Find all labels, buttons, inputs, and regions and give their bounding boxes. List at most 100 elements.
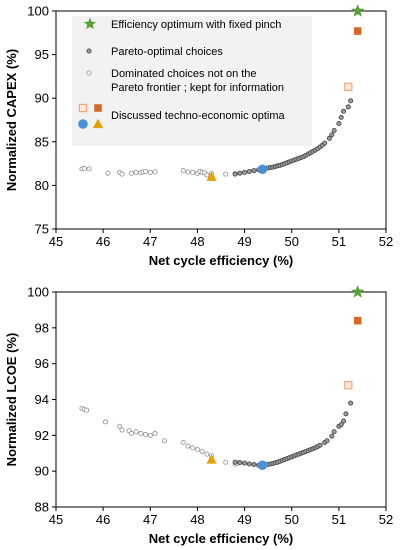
dominated-point: [81, 165, 87, 171]
x-tick-label: 45: [49, 234, 63, 249]
pareto-point: [331, 429, 337, 435]
pareto-point: [324, 438, 330, 444]
legend-pareto-icon: [86, 48, 92, 54]
x-tick-label: 50: [284, 512, 298, 527]
legend: Efficiency optimum with fixed pinch Paret…: [72, 16, 312, 146]
y-tick-label: 85: [35, 134, 49, 149]
x-tick-label: 45: [49, 512, 63, 527]
star-point: [351, 4, 365, 17]
pareto-point: [237, 460, 243, 466]
x-tick-label: 51: [332, 234, 346, 249]
pareto-point: [326, 135, 332, 141]
square-open-point: [344, 380, 353, 390]
legend-box: [72, 16, 312, 146]
optimum-circle-point: [257, 460, 268, 471]
dominated-point: [180, 439, 186, 445]
y-tick-label: 100: [27, 285, 49, 300]
x-tick-label: 50: [284, 234, 298, 249]
capex-chart: 45 46 47 48 49 50 51 52 75 80 85 90 95 100 Net cycle e…: [4, 4, 393, 269]
pareto-point: [338, 114, 344, 120]
dominated-point: [194, 447, 200, 453]
pareto-point: [336, 120, 342, 126]
pareto-point: [329, 132, 335, 138]
pareto-point: [251, 462, 257, 468]
optimum-triangle-point: [206, 454, 217, 464]
x-tick-label: 49: [237, 512, 251, 527]
y-tick-label: 90: [35, 91, 49, 106]
pareto-point: [329, 433, 335, 439]
legend-label-dominated-1: Dominated choices not on the: [111, 68, 257, 80]
optimum-circle-point: [257, 164, 268, 175]
pareto-point: [322, 140, 328, 146]
dominated-point: [86, 166, 92, 172]
y-tick-label: 80: [35, 178, 49, 193]
pareto-point: [251, 168, 257, 174]
x-tick-label: 48: [190, 512, 204, 527]
x-axis-label: Net cycle efficiency (%): [149, 531, 294, 546]
x-axis-label: Net cycle efficiency (%): [149, 253, 294, 268]
legend-label-dominated-2: Pareto frontier ; kept for information: [111, 82, 284, 94]
legend-star-icon: [83, 17, 97, 30]
y-tick-label: 90: [35, 464, 49, 479]
dominated-point: [190, 169, 196, 175]
dominated-point: [103, 419, 109, 425]
dominated-point: [204, 451, 210, 457]
lcoe-chart: 45 46 47 48 49 50 51 52 88 90 92 94 96 98 100 Net cycle…: [4, 285, 393, 547]
x-tick-label: 47: [143, 512, 157, 527]
dominated-point: [223, 171, 229, 177]
pareto-point: [232, 171, 238, 177]
y-tick-label: 94: [35, 392, 49, 407]
dominated-point: [223, 459, 229, 465]
dominated-point: [133, 169, 139, 175]
pareto-point: [341, 418, 347, 424]
pareto-point: [246, 168, 252, 174]
pareto-point: [345, 104, 351, 110]
pareto-point: [232, 459, 238, 465]
legend-circle-icon: [78, 119, 88, 129]
dominated-point: [190, 445, 196, 451]
square-filled-point: [353, 316, 362, 325]
pareto-point: [246, 461, 252, 467]
dominated-point: [147, 169, 153, 175]
legend-label-pareto: Pareto-optimal choices: [111, 46, 223, 58]
star-point: [351, 285, 365, 298]
dominated-point: [147, 432, 153, 438]
pareto-point: [331, 127, 337, 133]
y-tick-label: 100: [27, 4, 49, 19]
dominated-point: [128, 431, 134, 437]
y-tick-label: 98: [35, 320, 49, 335]
dominated-point: [133, 429, 139, 435]
dominated-point: [185, 169, 191, 175]
dominated-point: [128, 170, 134, 176]
legend-open-square-icon: [78, 103, 88, 113]
y-tick-label: 92: [35, 428, 49, 443]
dominated-point: [138, 431, 144, 437]
pareto-point: [338, 422, 344, 428]
y-axis-label: Normalized CAPEX (%): [4, 49, 19, 191]
dominated-point: [204, 172, 210, 178]
pareto-point: [237, 170, 243, 176]
square-open-point: [344, 82, 353, 92]
plot-frame: [55, 291, 387, 508]
dominated-point: [180, 168, 186, 174]
x-tick-label: 48: [190, 234, 204, 249]
y-tick-label: 88: [35, 500, 49, 515]
dominated-point: [117, 423, 123, 429]
legend-label-optima: Discussed techno-economic optima: [111, 110, 286, 122]
pareto-point: [317, 442, 323, 448]
pareto-point: [242, 169, 248, 175]
x-tick-label: 46: [96, 512, 110, 527]
legend-dominated-icon: [86, 70, 92, 76]
x-tick-label: 52: [379, 512, 393, 527]
legend-label-star: Efficiency optimum with fixed pinch: [111, 19, 281, 31]
x-tick-label: 52: [379, 234, 393, 249]
square-filled-point: [353, 27, 362, 35]
dominated-point: [119, 427, 125, 433]
y-tick-label: 95: [35, 47, 49, 62]
dominated-point: [119, 171, 125, 177]
pareto-point: [242, 460, 248, 466]
dominated-point: [152, 431, 158, 437]
pareto-point: [348, 98, 354, 104]
plot-frame: [55, 10, 387, 230]
